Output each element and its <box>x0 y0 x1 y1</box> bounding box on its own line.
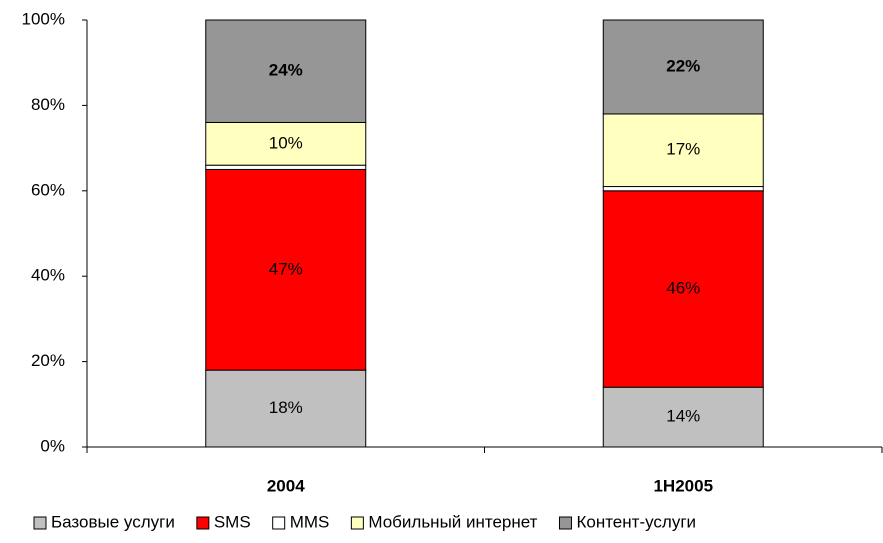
data-label: 46% <box>666 278 700 297</box>
legend-swatch <box>558 516 572 530</box>
bar-segment <box>205 121 367 166</box>
legend-label: Контент-услуги <box>576 512 696 531</box>
data-label: 17% <box>666 140 700 159</box>
y-tick-label: 60% <box>31 180 65 199</box>
y-tick-label: 20% <box>31 351 65 370</box>
bar-segment <box>602 386 764 448</box>
y-tick-label: 100% <box>22 9 65 28</box>
legend-swatch <box>350 516 364 530</box>
bar-segment <box>602 113 764 188</box>
legend-label: SMS <box>214 512 251 531</box>
data-label: 22% <box>666 56 700 75</box>
data-label: 47% <box>269 259 303 278</box>
bar-segment <box>205 19 367 123</box>
bar-segment <box>205 369 367 448</box>
legend-swatch <box>33 516 47 530</box>
data-label: 10% <box>269 133 303 152</box>
legend-label: Мобильный интернет <box>368 512 537 531</box>
y-tick-label: 80% <box>31 95 65 114</box>
data-label: 14% <box>666 407 700 426</box>
bar-segment <box>205 168 367 371</box>
bar-segment <box>205 164 367 170</box>
data-label: 18% <box>269 398 303 417</box>
y-tick-label: 40% <box>31 266 65 285</box>
legend-swatch <box>272 516 286 530</box>
data-label: 24% <box>269 61 303 80</box>
x-tick-label: 1H2005 <box>653 476 713 495</box>
bar-segment <box>602 186 764 192</box>
legend-swatch <box>196 516 210 530</box>
bar-segment <box>602 19 764 115</box>
bar-segment <box>602 190 764 388</box>
legend-label: MMS <box>290 512 330 531</box>
x-tick-label: 2004 <box>267 476 305 495</box>
y-tick-label: 0% <box>40 436 65 455</box>
legend-label: Базовые услуги <box>51 512 175 531</box>
